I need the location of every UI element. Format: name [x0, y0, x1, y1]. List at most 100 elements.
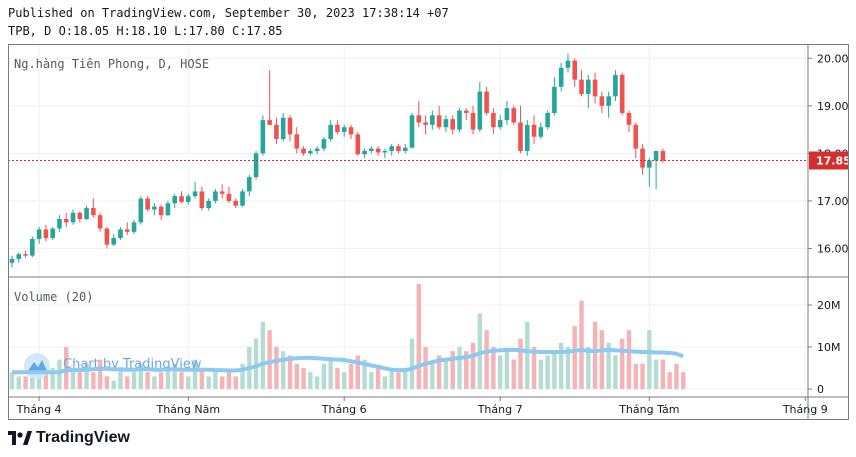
volume-bar: [16, 376, 21, 389]
volume-bar: [328, 359, 333, 389]
volume-bar: [355, 355, 360, 389]
candle-body: [640, 148, 645, 168]
volume-bar: [511, 359, 516, 389]
candle-body: [314, 148, 320, 151]
candle-body: [375, 148, 381, 153]
candle-body: [423, 122, 428, 125]
volume-tick-label: 10M: [817, 341, 841, 354]
candle-body: [23, 254, 28, 256]
time-tick-label: Tháng 9: [782, 403, 828, 416]
price-tick-label: 16.00: [817, 242, 849, 255]
volume-bar: [606, 342, 611, 389]
volume-bar: [369, 372, 374, 389]
volume-bar: [565, 347, 571, 389]
volume-bar: [531, 347, 537, 389]
candle-body: [511, 108, 517, 123]
candle-body: [240, 191, 245, 206]
candle-body: [247, 177, 252, 192]
candle-body: [226, 193, 232, 201]
candle-body: [57, 218, 62, 229]
volume-bar: [308, 372, 313, 389]
candle-body: [518, 122, 523, 151]
candle-body: [592, 79, 598, 97]
tradingview-logo-icon: [8, 431, 32, 445]
candle-body: [308, 150, 313, 154]
volume-bar: [653, 359, 659, 389]
candle-body: [213, 191, 218, 201]
volume-bar: [382, 376, 388, 389]
volume-bar: [158, 372, 164, 389]
volume-bar: [633, 363, 638, 389]
volume-bar: [667, 372, 672, 389]
candle-body: [341, 127, 347, 132]
volume-bar: [375, 368, 381, 389]
volume-bar: [104, 376, 110, 389]
volume-bar: [396, 372, 401, 389]
candle-body: [626, 112, 632, 125]
tradingview-brand[interactable]: TradingView: [8, 429, 130, 447]
candle-body: [558, 67, 564, 87]
candle-body: [477, 91, 483, 130]
volume-bar: [538, 359, 544, 389]
chart-frame: [8, 44, 849, 420]
volume-bar: [545, 355, 550, 389]
candle-body: [124, 229, 130, 232]
brand-name: TradingView: [36, 429, 130, 446]
volume-bar: [240, 363, 245, 389]
candle-body: [552, 86, 557, 113]
candle-body: [274, 124, 279, 140]
ohlc-line: TPB, D O:18.05 H:18.10 L:17.80 C:17.85: [8, 24, 283, 38]
candle-body: [579, 79, 584, 94]
last-price-label: 17.85: [816, 155, 851, 168]
candle-body: [294, 134, 300, 149]
candle-body: [233, 200, 239, 206]
candle-body: [206, 200, 211, 209]
candle-body: [30, 238, 35, 256]
time-tick-label: Tháng 4: [16, 403, 62, 416]
volume-bar: [111, 380, 116, 389]
volume-ma-line: [12, 347, 684, 375]
volume-bar: [342, 372, 347, 389]
time-tick-label: Tháng Năm: [155, 403, 220, 416]
candle-body: [43, 229, 49, 239]
candle-body: [118, 229, 123, 239]
candle-body: [450, 119, 455, 130]
volume-bar: [470, 342, 476, 389]
candle-body: [253, 153, 259, 178]
volume-bar: [152, 376, 157, 389]
candle-body: [321, 139, 327, 149]
candle-body: [572, 60, 578, 80]
volume-bar: [660, 359, 666, 389]
volume-bar: [504, 351, 510, 389]
candle-body: [36, 229, 42, 239]
volume-bar: [233, 376, 238, 389]
last-price-badge: [809, 151, 849, 170]
volume-bar: [484, 330, 489, 389]
volume-bar: [131, 372, 137, 389]
candle-body: [192, 191, 198, 197]
volume-bar: [681, 372, 686, 389]
volume-bar: [443, 359, 449, 389]
candle-body: [491, 112, 496, 128]
volume-bar: [572, 326, 577, 389]
volume-bar: [294, 363, 299, 389]
candle-body: [355, 134, 361, 155]
candle-body: [104, 228, 110, 245]
candle-body: [131, 222, 137, 232]
candle-body: [335, 124, 340, 132]
volume-bar: [592, 321, 598, 389]
candle-body: [409, 115, 415, 148]
candle-body: [152, 206, 157, 210]
volume-bar: [281, 351, 286, 389]
candle-body: [111, 238, 116, 245]
volume-bar: [23, 376, 28, 389]
volume-bar: [30, 368, 35, 389]
volume-bar: [70, 368, 76, 389]
candle-body: [172, 196, 178, 204]
volume-bar: [50, 368, 55, 389]
volume-tick-label: 0: [817, 383, 824, 396]
volume-bar: [558, 342, 564, 389]
volume-bar: [43, 372, 49, 389]
time-tick-label: Tháng Tám: [618, 403, 679, 416]
